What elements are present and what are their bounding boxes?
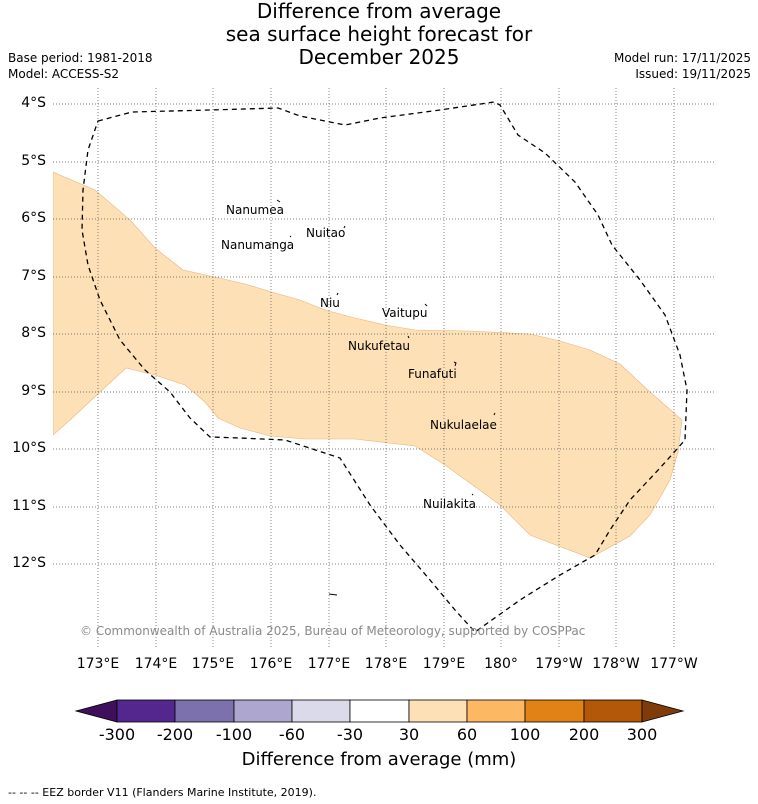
island-label-nukulaelae: Nukulaelae bbox=[430, 418, 497, 432]
nuitao-marker bbox=[343, 225, 346, 229]
issued-date: Issued: 19/11/2025 bbox=[635, 67, 751, 81]
colorbar-tick-3: -100 bbox=[215, 725, 253, 744]
lon-label-178w: 178°W bbox=[592, 656, 640, 672]
colorbar-bin-4 bbox=[291, 699, 351, 723]
colorbar-bin-7 bbox=[466, 699, 526, 723]
colorbar-tick-8: 100 bbox=[509, 725, 541, 744]
colorbar-bin-5 bbox=[349, 699, 410, 723]
map-area bbox=[53, 88, 714, 648]
colorbar-tick-1: -300 bbox=[98, 725, 136, 744]
title-line-2: sea surface height forecast for bbox=[225, 22, 533, 46]
lat-label-6s: 6°S bbox=[21, 210, 46, 226]
lon-label-179w: 179°W bbox=[535, 656, 583, 672]
map-title: Difference from average sea surface heig… bbox=[0, 0, 758, 69]
island-label-nuitao: Nuitao bbox=[306, 226, 346, 240]
funafuti-marker bbox=[453, 361, 457, 367]
anomaly-region bbox=[53, 171, 683, 559]
base-period: Base period: 1981-2018 bbox=[8, 51, 153, 65]
island-label-nanumea: Nanumea bbox=[226, 203, 284, 217]
model-run: Model run: 17/11/2025 bbox=[613, 51, 751, 65]
lon-label-178e: 178°E bbox=[364, 656, 408, 672]
reef-marker bbox=[328, 593, 338, 596]
nukufetau-marker bbox=[407, 335, 410, 339]
vaitupu-marker bbox=[424, 303, 428, 307]
island-markers bbox=[276, 199, 496, 596]
colorbar-bin-6 bbox=[408, 699, 468, 723]
colorbar-bin-2 bbox=[174, 699, 235, 723]
nukulaelae-marker bbox=[493, 412, 496, 416]
lon-label-174e: 174°E bbox=[134, 656, 178, 672]
lon-label-177e: 177°E bbox=[307, 656, 351, 672]
lat-label-8s: 8°S bbox=[21, 325, 46, 341]
eez-footnote: -- -- -- EEZ border V11 (Flanders Marine… bbox=[8, 786, 317, 799]
title-line-1: Difference from average bbox=[256, 0, 502, 23]
island-label-nuilakita: Nuilakita bbox=[423, 497, 476, 511]
colorbar-low-extend bbox=[74, 699, 118, 723]
island-label-nanumanga: Nanumanga bbox=[221, 238, 295, 252]
graticule bbox=[53, 88, 714, 648]
lon-label-176e: 176°E bbox=[249, 656, 293, 672]
meta-right: Model run: 17/11/2025 Issued: 19/11/2025 bbox=[614, 50, 751, 82]
colorbar-bin-1 bbox=[116, 699, 176, 723]
lon-label-175e: 175°E bbox=[191, 656, 235, 672]
meta-left: Base period: 1981-2018 Model: ACCESS-S2 bbox=[8, 50, 153, 82]
lon-label-179e: 179°E bbox=[422, 656, 466, 672]
nuilakita-marker bbox=[471, 493, 474, 496]
island-label-nukufetau: Nukufetau bbox=[348, 339, 411, 353]
colorbar-tick-5: -30 bbox=[336, 725, 364, 744]
colorbar-tick-4: -60 bbox=[278, 725, 306, 744]
colorbar-bin-9 bbox=[583, 699, 643, 723]
lat-label-12s: 12°S bbox=[12, 555, 46, 571]
copyright-notice: © Commonwealth of Australia 2025, Bureau… bbox=[80, 624, 586, 638]
lat-label-11s: 11°S bbox=[12, 498, 46, 514]
colorbar-bin-3 bbox=[233, 699, 293, 723]
lon-label-177w: 177°W bbox=[650, 656, 698, 672]
colorbar-tick-9: 200 bbox=[568, 725, 600, 744]
colorbar-tick-10: 300 bbox=[626, 725, 658, 744]
title-line-3: December 2025 bbox=[298, 45, 460, 69]
lon-label-180: 180° bbox=[484, 656, 518, 672]
colorbar bbox=[74, 699, 685, 723]
island-label-niu: Niu bbox=[320, 296, 340, 310]
island-label-funafuti: Funafuti bbox=[408, 367, 457, 381]
lat-label-5s: 5°S bbox=[21, 153, 46, 169]
model-name: Model: ACCESS-S2 bbox=[8, 67, 120, 81]
niu-marker bbox=[336, 292, 339, 296]
lat-label-7s: 7°S bbox=[21, 268, 46, 284]
colorbar-tick-6: 30 bbox=[398, 725, 420, 744]
nanumanga-marker bbox=[289, 235, 292, 238]
lat-label-4s: 4°S bbox=[21, 95, 46, 111]
nanumea-marker bbox=[276, 199, 281, 203]
colorbar-label: Difference from average (mm) bbox=[241, 749, 517, 770]
eez-border bbox=[81, 101, 688, 633]
island-label-vaitupu: Vaitupu bbox=[382, 306, 428, 320]
lon-label-173e: 173°E bbox=[76, 656, 120, 672]
lat-label-10s: 10°S bbox=[12, 440, 46, 456]
lat-label-9s: 9°S bbox=[21, 383, 46, 399]
colorbar-bin-8 bbox=[524, 699, 585, 723]
colorbar-tick-7: 60 bbox=[456, 725, 478, 744]
colorbar-tick-2: -200 bbox=[156, 725, 194, 744]
colorbar-high-extend bbox=[641, 699, 685, 723]
